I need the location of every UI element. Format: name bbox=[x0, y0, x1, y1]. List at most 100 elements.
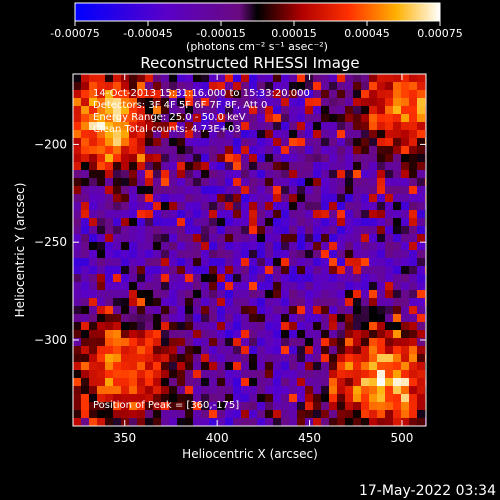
heatmap-cell bbox=[273, 250, 281, 258]
heatmap-cell bbox=[193, 106, 201, 114]
heatmap-cell bbox=[113, 346, 121, 354]
heatmap-cell bbox=[161, 282, 169, 290]
heatmap-cell bbox=[153, 338, 161, 346]
heatmap-cell bbox=[313, 258, 321, 266]
heatmap-cell bbox=[281, 282, 289, 290]
heatmap-cell bbox=[297, 338, 305, 346]
heatmap-cell bbox=[409, 306, 417, 314]
plot-area: 350 400 450 500 −200−250−300 bbox=[34, 73, 427, 445]
heatmap-cell bbox=[105, 250, 113, 258]
heatmap-cell bbox=[329, 234, 337, 242]
heatmap-cell bbox=[265, 194, 273, 202]
heatmap-cell bbox=[169, 386, 177, 394]
heatmap-cell bbox=[257, 122, 265, 130]
heatmap-cell bbox=[81, 154, 89, 162]
heatmap-cell bbox=[353, 90, 361, 98]
heatmap-cell bbox=[377, 114, 385, 122]
heatmap-cell bbox=[401, 250, 409, 258]
heatmap-cell bbox=[137, 282, 145, 290]
heatmap-cell bbox=[137, 338, 145, 346]
heatmap-cell bbox=[281, 90, 289, 98]
heatmap-cell bbox=[273, 234, 281, 242]
heatmap-cell bbox=[241, 194, 249, 202]
heatmap-cell bbox=[97, 130, 105, 138]
heatmap-cell bbox=[313, 362, 321, 370]
heatmap-cell bbox=[73, 122, 81, 130]
heatmap-cell bbox=[217, 154, 225, 162]
heatmap-cell bbox=[377, 290, 385, 298]
heatmap-cell bbox=[217, 90, 225, 98]
heatmap-cell bbox=[385, 74, 393, 82]
heatmap-cell bbox=[73, 274, 81, 282]
heatmap-cell bbox=[145, 90, 153, 98]
heatmap-cell bbox=[273, 314, 281, 322]
heatmap-cell bbox=[129, 362, 137, 370]
heatmap-cell bbox=[177, 82, 185, 90]
heatmap-cell bbox=[417, 90, 425, 98]
heatmap-cell bbox=[73, 386, 81, 394]
heatmap-cell bbox=[201, 346, 209, 354]
heatmap-cell bbox=[289, 386, 297, 394]
heatmap-cell bbox=[225, 226, 233, 234]
heatmap-cell bbox=[401, 378, 409, 386]
heatmap-cell bbox=[329, 90, 337, 98]
heatmap-cell bbox=[417, 266, 425, 274]
heatmap-cell bbox=[121, 410, 129, 418]
heatmap-cell bbox=[185, 74, 193, 82]
heatmap-cell bbox=[233, 338, 241, 346]
heatmap-cell bbox=[241, 98, 249, 106]
heatmap-cell bbox=[273, 106, 281, 114]
heatmap-cell bbox=[321, 378, 329, 386]
heatmap-cell bbox=[313, 82, 321, 90]
heatmap-cell bbox=[321, 154, 329, 162]
heatmap-cell bbox=[297, 282, 305, 290]
heatmap-cell bbox=[265, 362, 273, 370]
heatmap-cell bbox=[73, 178, 81, 186]
heatmap-cell bbox=[73, 258, 81, 266]
heatmap-cell bbox=[201, 138, 209, 146]
heatmap-cell bbox=[209, 138, 217, 146]
heatmap-cell bbox=[377, 258, 385, 266]
heatmap-cell bbox=[209, 194, 217, 202]
heatmap-cell bbox=[233, 186, 241, 194]
heatmap-cell bbox=[297, 242, 305, 250]
heatmap-cell bbox=[377, 210, 385, 218]
heatmap-cell bbox=[177, 362, 185, 370]
heatmap-cell bbox=[337, 274, 345, 282]
heatmap-cell bbox=[377, 362, 385, 370]
heatmap-cell bbox=[393, 378, 401, 386]
heatmap-cell bbox=[305, 234, 313, 242]
heatmap-cell bbox=[169, 242, 177, 250]
heatmap-cell bbox=[377, 138, 385, 146]
heatmap-cell bbox=[81, 298, 89, 306]
heatmap-cell bbox=[153, 90, 161, 98]
heatmap-cell bbox=[121, 378, 129, 386]
heatmap-cell bbox=[169, 82, 177, 90]
heatmap-cell bbox=[297, 138, 305, 146]
heatmap-cell bbox=[369, 146, 377, 154]
heatmap-cell bbox=[225, 394, 233, 402]
heatmap-cell bbox=[273, 346, 281, 354]
heatmap-cell bbox=[209, 346, 217, 354]
heatmap-cell bbox=[89, 266, 97, 274]
heatmap-cell bbox=[105, 122, 113, 130]
heatmap-cell bbox=[161, 386, 169, 394]
heatmap-cell bbox=[121, 154, 129, 162]
heatmap-cell bbox=[145, 314, 153, 322]
heatmap-cell bbox=[129, 122, 137, 130]
heatmap-cell bbox=[289, 106, 297, 114]
heatmap-cell bbox=[73, 346, 81, 354]
heatmap-cell bbox=[401, 210, 409, 218]
heatmap-cell bbox=[97, 114, 105, 122]
heatmap-cell bbox=[393, 418, 401, 426]
heatmap-cell bbox=[201, 178, 209, 186]
heatmap-cell bbox=[169, 258, 177, 266]
heatmap-cell bbox=[281, 410, 289, 418]
heatmap-cell bbox=[185, 290, 193, 298]
heatmap-cell bbox=[417, 242, 425, 250]
heatmap-cell bbox=[313, 90, 321, 98]
heatmap-cell bbox=[297, 266, 305, 274]
heatmap-cell bbox=[137, 74, 145, 82]
heatmap-cell bbox=[345, 266, 353, 274]
heatmap-cell bbox=[97, 378, 105, 386]
